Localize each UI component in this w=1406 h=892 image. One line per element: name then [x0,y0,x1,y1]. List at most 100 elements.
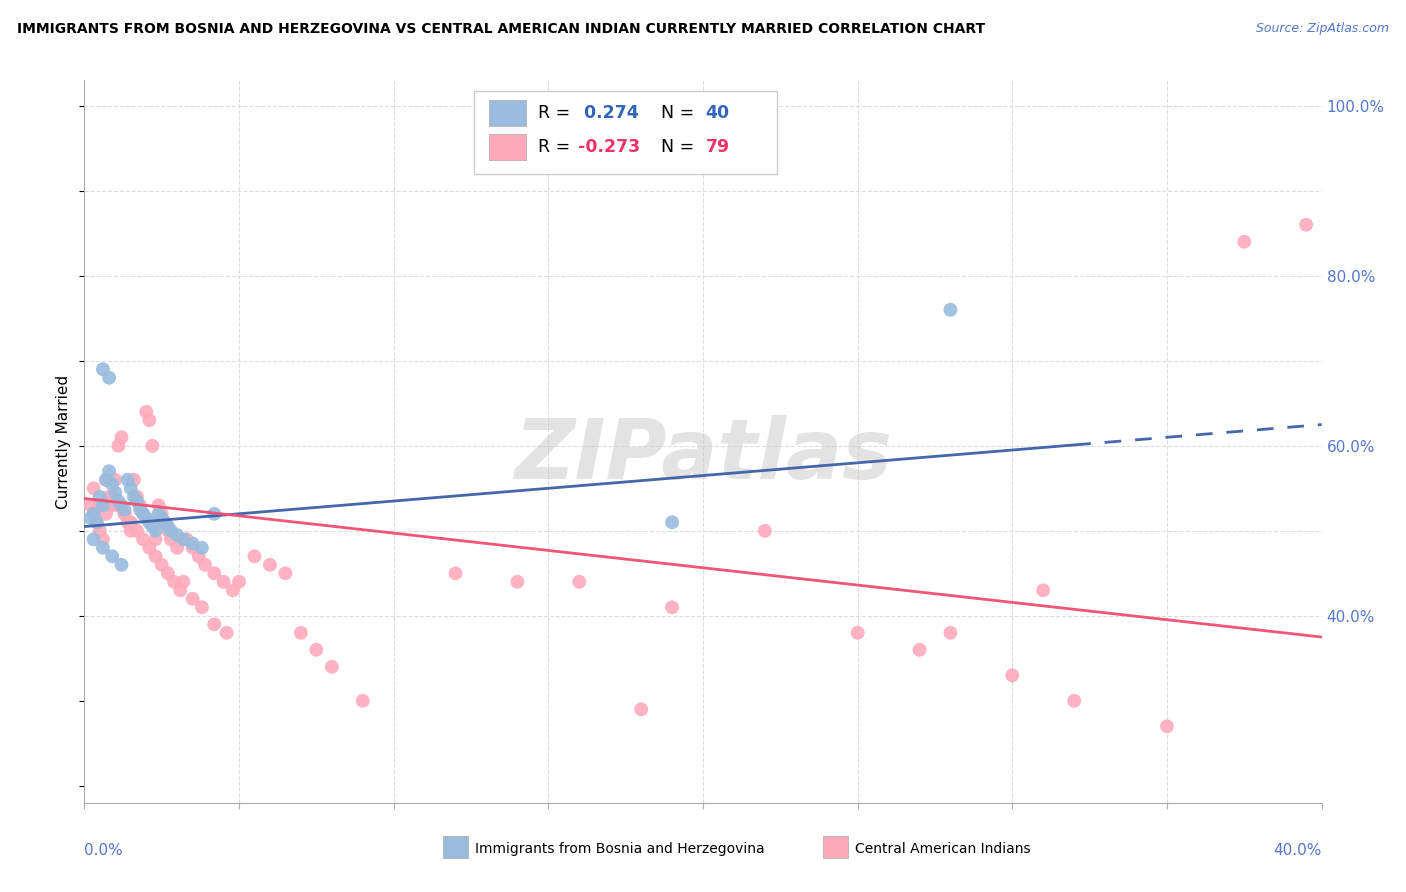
Point [86,516,108,530]
Point [145,524,167,538]
Y-axis label: Currently Married: Currently Married [56,375,72,508]
Point [150,558,173,572]
Point [129,498,152,512]
Point [104,473,127,487]
Point [215,625,238,640]
Point [153,516,176,530]
Point [754,524,776,538]
Text: -0.273: -0.273 [578,137,640,156]
Point [212,574,235,589]
Point [166,541,188,555]
Point [148,498,170,512]
Point [117,516,139,530]
Point [98,490,121,504]
Point [1295,218,1317,232]
Point [1233,235,1256,249]
Point [444,566,467,581]
Point [939,302,962,317]
Point [135,405,157,419]
Point [138,413,160,427]
Point [94,473,117,487]
Point [1001,668,1024,682]
Point [125,524,148,538]
Point [156,524,179,538]
Point [194,558,217,572]
Point [101,477,124,491]
Point [939,625,962,640]
Point [132,507,155,521]
Point [120,524,142,538]
Point [243,549,266,564]
Point [145,533,167,547]
Point [176,533,198,547]
Point [101,490,124,504]
Point [132,533,155,547]
Point [160,524,183,538]
Point [107,494,129,508]
Point [79,498,101,512]
Point [145,549,167,564]
Text: IMMIGRANTS FROM BOSNIA AND HERZEGOVINA VS CENTRAL AMERICAN INDIAN CURRENTLY MARR: IMMIGRANTS FROM BOSNIA AND HERZEGOVINA V… [17,22,986,37]
Point [1032,583,1054,598]
Point [156,566,179,581]
Point [305,642,328,657]
Point [125,490,148,504]
Text: 40.0%: 40.0% [1274,843,1322,857]
Point [122,473,145,487]
Point [187,549,209,564]
Point [290,625,312,640]
Point [222,583,245,598]
Text: R =: R = [538,137,576,156]
Point [506,574,529,589]
Text: 40: 40 [706,103,730,122]
Point [129,502,152,516]
FancyBboxPatch shape [489,134,526,160]
Point [181,591,204,606]
Point [135,511,157,525]
Text: R =: R = [538,103,576,122]
Point [110,430,132,444]
Point [89,498,111,512]
Point [91,498,114,512]
Point [83,481,105,495]
Point [191,600,214,615]
Point [122,490,145,504]
Point [94,507,117,521]
Point [98,464,121,478]
Point [156,519,179,533]
Point [568,574,591,589]
Point [91,362,114,376]
Point [1156,719,1178,733]
Point [202,566,225,581]
Point [150,507,173,521]
Point [228,574,250,589]
Point [86,516,108,530]
Point [101,549,124,564]
Text: 79: 79 [706,137,730,156]
Point [160,533,183,547]
Point [89,524,111,538]
Point [94,473,117,487]
Text: Source: ZipAtlas.com: Source: ZipAtlas.com [1256,22,1389,36]
Point [114,507,136,521]
Point [172,574,194,589]
Point [202,507,225,521]
Point [125,494,148,508]
Text: Immigrants from Bosnia and Herzegovina: Immigrants from Bosnia and Herzegovina [475,842,765,856]
Point [163,574,186,589]
Point [107,439,129,453]
Point [166,528,188,542]
Point [661,516,683,530]
Text: N =: N = [650,137,700,156]
Point [91,533,114,547]
Point [110,558,132,572]
Point [117,473,139,487]
Point [120,481,142,495]
Point [181,536,204,550]
Point [1063,694,1085,708]
Point [110,498,132,512]
Point [101,498,124,512]
Point [259,558,281,572]
Point [83,533,105,547]
Text: 0.0%: 0.0% [84,843,124,857]
